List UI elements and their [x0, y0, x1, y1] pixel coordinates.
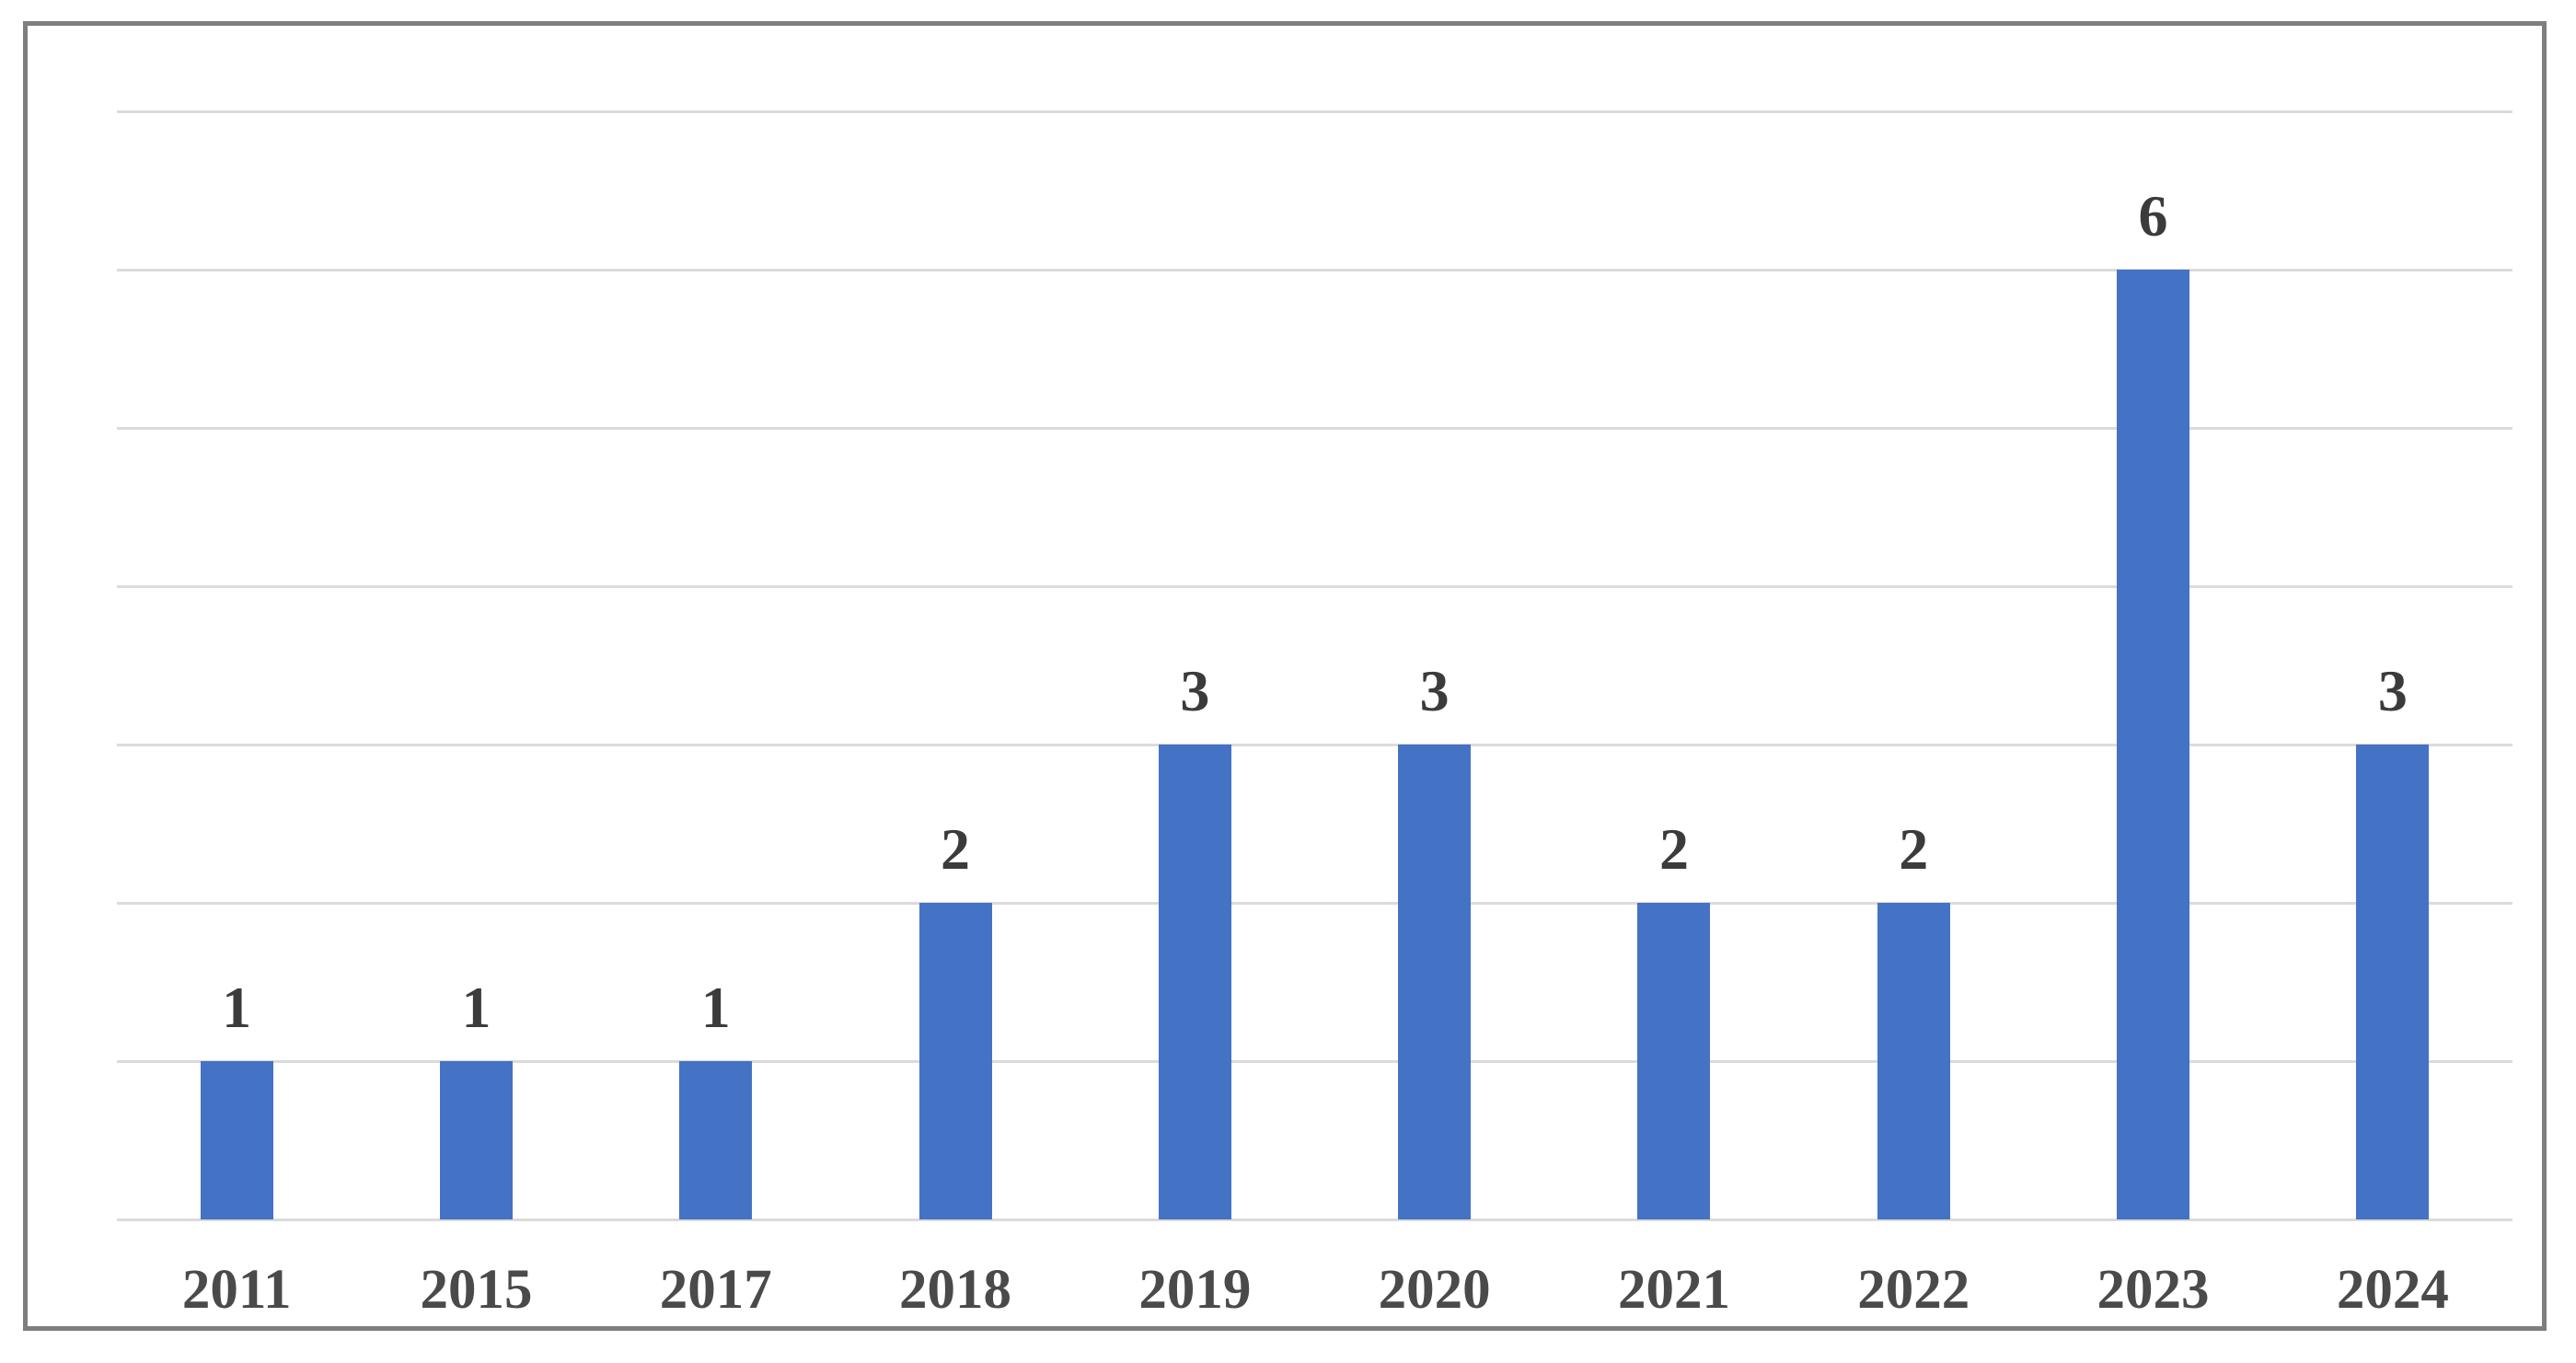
bar-value-label: 3: [1180, 658, 1210, 723]
bar-value-label: 2: [1658, 816, 1689, 882]
x-axis-label-2011: 2011: [181, 1259, 292, 1321]
bar-value-label: 1: [700, 975, 731, 1040]
bar-2017: [679, 1061, 753, 1219]
x-axis-label-2023: 2023: [2097, 1259, 2210, 1321]
bar-value-label: 3: [2377, 658, 2408, 723]
gridline: [117, 1218, 2512, 1221]
bar-value-label: 1: [461, 975, 491, 1040]
gridline: [117, 901, 2512, 905]
gridline: [117, 110, 2512, 113]
bar-value-label: 3: [1419, 658, 1450, 723]
x-axis-label-2024: 2024: [2336, 1259, 2449, 1321]
bar-2023: [2117, 270, 2190, 1219]
x-axis-label-2022: 2022: [1857, 1259, 1970, 1321]
bar-2024: [2356, 745, 2430, 1219]
bar-2019: [1158, 745, 1231, 1219]
gridline: [117, 584, 2512, 588]
x-axis-label-2019: 2019: [1138, 1259, 1252, 1321]
gridline: [117, 1059, 2512, 1063]
bar-value-label: 2: [941, 816, 971, 882]
x-axis-label-2018: 2018: [899, 1259, 1012, 1321]
gridline: [117, 743, 2512, 746]
bar-value-label: 2: [1899, 816, 1929, 882]
bar-2018: [918, 903, 992, 1219]
gridline: [117, 426, 2512, 430]
x-axis-label-2020: 2020: [1378, 1259, 1491, 1321]
bar-value-label: 1: [222, 975, 252, 1040]
x-axis-label-2017: 2017: [659, 1259, 772, 1321]
bar-2020: [1398, 745, 1472, 1219]
gridline: [117, 268, 2512, 271]
bar-2015: [439, 1061, 513, 1219]
plot-area: 1 2011 1 2015 1 2017 2 2018 3 2019 3 2020 2 2021 2 2022…: [117, 110, 2512, 1318]
bar-2011: [200, 1061, 273, 1219]
chart-border-frame: 1 2011 1 2015 1 2017 2 2018 3 2019 3 2020 2 2021 2 2022…: [23, 21, 2547, 1331]
bar-2022: [1877, 903, 1950, 1219]
x-axis-label-2015: 2015: [420, 1259, 533, 1321]
bar-value-label: 6: [2138, 183, 2168, 248]
bar-2021: [1637, 903, 1711, 1219]
x-axis-label-2021: 2021: [1617, 1259, 1730, 1321]
